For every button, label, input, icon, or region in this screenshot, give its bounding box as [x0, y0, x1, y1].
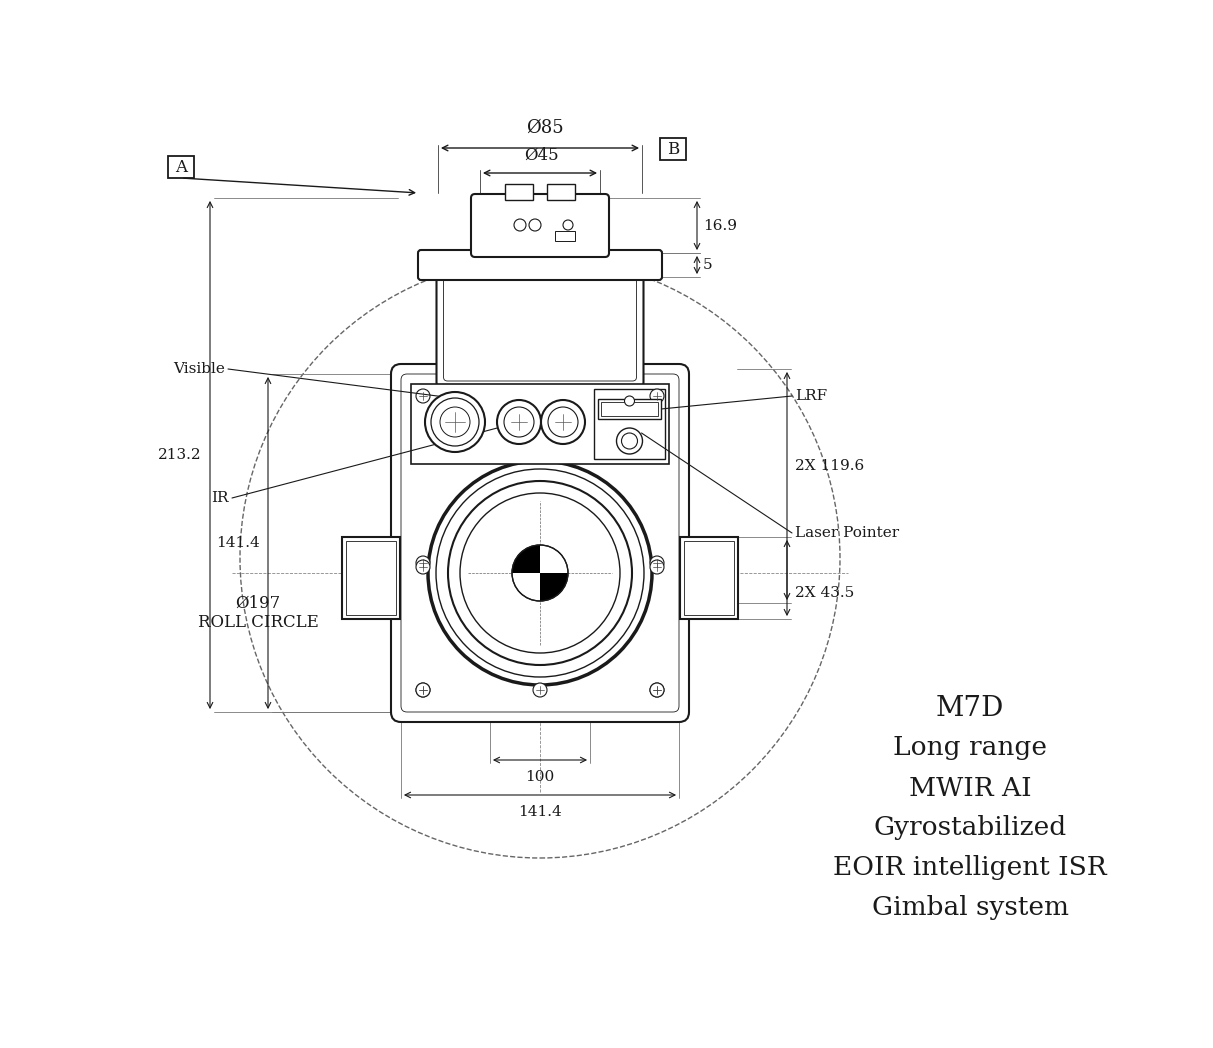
Text: Visible: Visible [173, 362, 224, 376]
Wedge shape [512, 545, 540, 573]
Circle shape [541, 400, 585, 444]
Text: LRF: LRF [795, 389, 827, 403]
Circle shape [650, 389, 664, 403]
Bar [556, 231, 575, 241]
Circle shape [533, 683, 547, 697]
Text: 2X 43.5: 2X 43.5 [795, 586, 854, 601]
Text: B: B [667, 140, 679, 157]
Text: Long range: Long range [893, 736, 1047, 761]
Bar [167, 156, 194, 178]
Text: 100: 100 [525, 770, 554, 784]
FancyBboxPatch shape [391, 364, 689, 722]
Circle shape [416, 683, 429, 697]
Text: 16.9: 16.9 [704, 218, 738, 233]
Circle shape [650, 560, 664, 574]
Circle shape [497, 400, 541, 444]
Text: Ø197
ROLL CIRCLE: Ø197 ROLL CIRCLE [198, 594, 319, 631]
Text: Ø45: Ø45 [525, 147, 559, 163]
Bar [346, 541, 395, 615]
Circle shape [425, 392, 485, 452]
Text: Laser Pointer: Laser Pointer [795, 526, 899, 540]
Circle shape [650, 683, 664, 697]
Bar [594, 389, 665, 459]
Text: M7D: M7D [935, 695, 1004, 721]
Text: 5: 5 [704, 258, 712, 272]
Bar [598, 399, 661, 419]
Circle shape [512, 545, 568, 601]
Text: 213.2: 213.2 [159, 447, 203, 462]
Text: Gimbal system: Gimbal system [871, 895, 1069, 920]
FancyBboxPatch shape [437, 271, 644, 388]
Text: Ø85: Ø85 [526, 119, 564, 137]
Circle shape [529, 219, 541, 231]
Text: EOIR intelligent ISR: EOIR intelligent ISR [833, 855, 1106, 880]
Circle shape [416, 556, 429, 570]
Circle shape [616, 428, 643, 454]
Circle shape [416, 560, 429, 574]
Bar [684, 541, 734, 615]
Text: Gyrostabilized: Gyrostabilized [873, 815, 1066, 840]
Circle shape [514, 219, 526, 231]
Circle shape [563, 220, 573, 230]
Circle shape [416, 683, 429, 697]
Bar [342, 537, 400, 619]
Circle shape [650, 683, 664, 697]
Bar [600, 402, 657, 416]
Circle shape [625, 396, 634, 406]
Text: 141.4: 141.4 [518, 805, 562, 818]
Bar [660, 138, 687, 160]
FancyBboxPatch shape [471, 194, 609, 257]
Text: 2X 119.6: 2X 119.6 [795, 459, 864, 473]
Bar [411, 384, 670, 464]
Bar [547, 184, 575, 200]
Circle shape [428, 461, 653, 685]
Bar [505, 184, 533, 200]
Circle shape [650, 556, 664, 570]
Wedge shape [540, 573, 568, 601]
Text: MWIR AI: MWIR AI [909, 776, 1031, 801]
Text: IR: IR [211, 492, 229, 505]
Circle shape [416, 389, 429, 403]
FancyBboxPatch shape [418, 250, 662, 280]
Text: A: A [175, 158, 187, 175]
Bar [680, 537, 738, 619]
Text: 141.4: 141.4 [216, 536, 260, 550]
